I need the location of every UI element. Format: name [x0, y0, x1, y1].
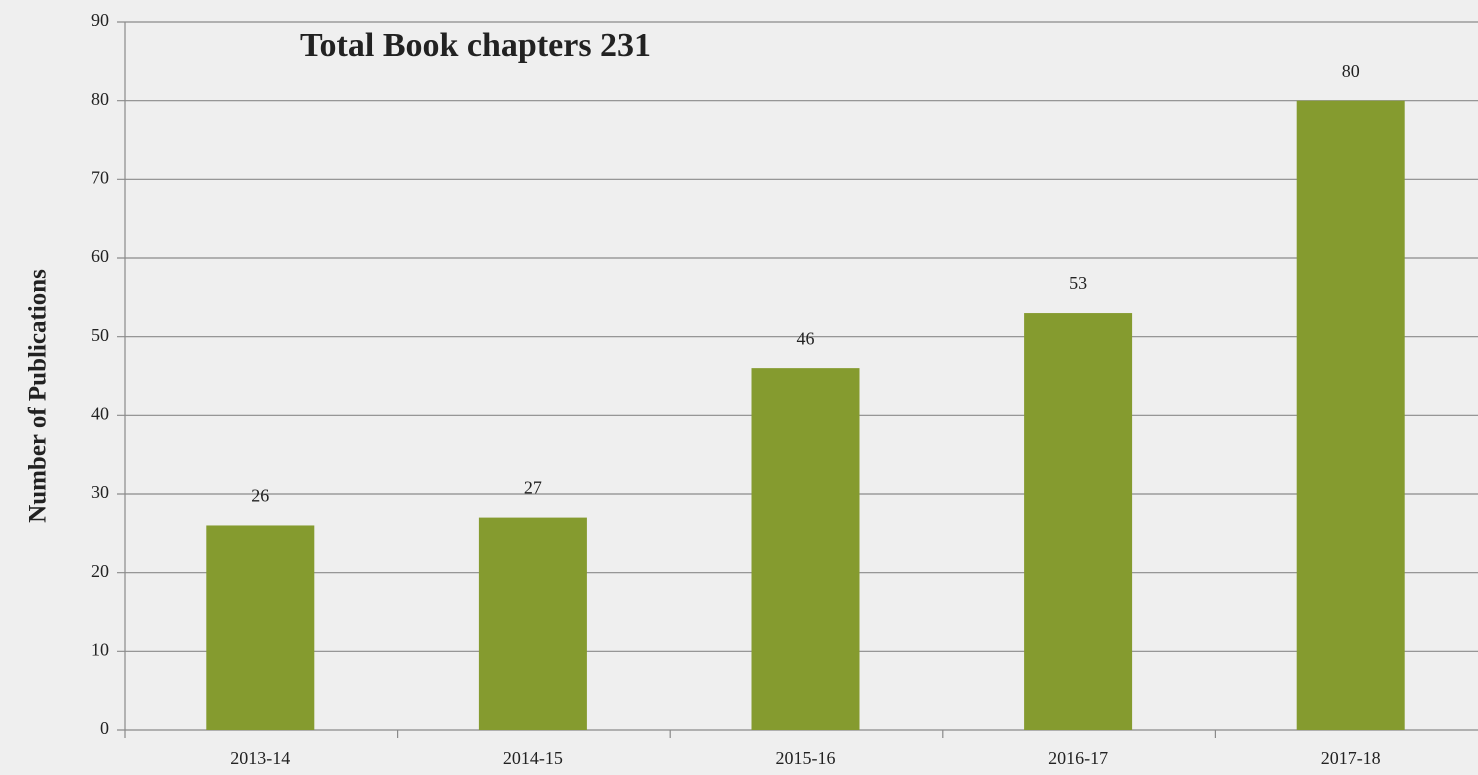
- y-tick-label: 60: [91, 246, 109, 266]
- y-tick-label: 70: [91, 167, 109, 187]
- bar: [1296, 100, 1405, 730]
- x-tick-label: 2014-15: [503, 748, 563, 768]
- bar: [206, 525, 315, 730]
- bar: [751, 368, 860, 730]
- value-label: 46: [797, 328, 815, 348]
- x-tick-label: 2017-18: [1321, 748, 1381, 768]
- value-label: 53: [1069, 273, 1087, 293]
- y-tick-label: 50: [91, 325, 109, 345]
- y-axis-label: Number of Publications: [25, 269, 52, 523]
- y-tick-label: 0: [100, 718, 109, 738]
- y-tick-label: 90: [91, 10, 109, 30]
- value-label: 26: [251, 486, 269, 506]
- y-tick-label: 30: [91, 482, 109, 502]
- y-tick-label: 80: [91, 89, 109, 109]
- bar: [478, 517, 587, 730]
- y-tick-label: 20: [91, 561, 109, 581]
- x-tick-label: 2016-17: [1048, 748, 1108, 768]
- value-label: 80: [1342, 61, 1360, 81]
- y-tick-label: 10: [91, 639, 109, 659]
- x-tick-label: 2015-16: [776, 748, 836, 768]
- x-tick-label: 2013-14: [230, 748, 290, 768]
- y-tick-label: 40: [91, 403, 109, 423]
- bar: [1024, 313, 1133, 730]
- chart-title: Total Book chapters 231: [300, 27, 651, 64]
- value-label: 27: [524, 478, 542, 498]
